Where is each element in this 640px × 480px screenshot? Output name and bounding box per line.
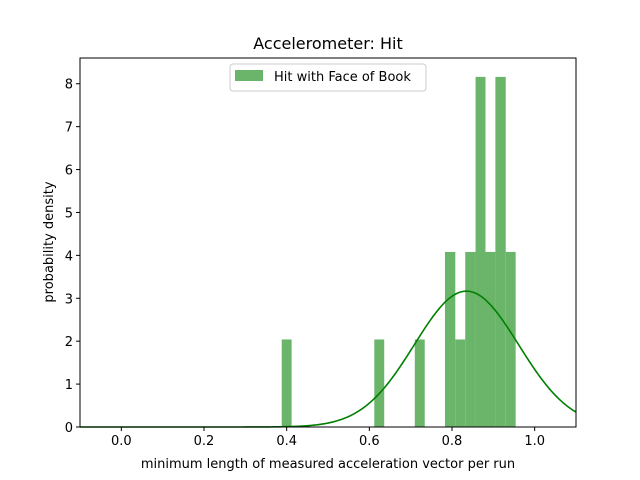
legend: Hit with Face of Book <box>229 63 427 92</box>
y-axis-label: probability density <box>42 181 57 302</box>
histogram-bar-10 <box>505 251 516 427</box>
x-axis-label: minimum length of measured acceleration … <box>141 457 515 472</box>
histogram-bar-6 <box>465 251 476 427</box>
histogram-bar-7 <box>475 76 486 428</box>
x-tick-label: 0.4 <box>276 434 297 449</box>
x-tick-label: 0.0 <box>111 434 132 449</box>
x-tick-label: 0.8 <box>442 434 463 449</box>
x-axis-ticks: 0.0 0.2 0.4 0.6 0.8 1.0 <box>111 427 545 449</box>
y-tick-label: 8 <box>65 78 73 93</box>
y-tick-label: 7 <box>65 121 73 136</box>
x-tick-label: 0.2 <box>194 434 215 449</box>
y-tick-label: 2 <box>65 335 73 350</box>
y-tick-label: 4 <box>65 249 73 264</box>
histogram-bars <box>281 76 516 428</box>
plot-frame <box>79 57 577 428</box>
y-tick-label: 1 <box>65 378 73 393</box>
legend-label: Hit with Face of Book <box>274 70 411 85</box>
histogram-bar-5 <box>455 339 466 427</box>
y-axis-ticks: 0 1 2 3 4 5 6 7 8 <box>65 78 80 436</box>
x-tick-label: 0.6 <box>359 434 380 449</box>
y-tick-label: 6 <box>65 164 73 179</box>
histogram-bar-2 <box>374 339 385 427</box>
histogram-bar-8 <box>485 251 496 427</box>
y-tick-label: 3 <box>65 292 73 307</box>
y-tick-label: 0 <box>65 421 73 436</box>
y-tick-label: 5 <box>65 206 73 221</box>
histogram-bar-1 <box>281 339 292 427</box>
chart-title: Accelerometer: Hit <box>253 34 402 53</box>
histogram-bar-9 <box>495 76 506 428</box>
legend-box <box>229 63 427 92</box>
histogram-bar-4 <box>444 251 456 427</box>
x-tick-label: 1.0 <box>524 434 545 449</box>
histogram-bar-3 <box>414 339 425 427</box>
legend-swatch <box>235 70 263 81</box>
